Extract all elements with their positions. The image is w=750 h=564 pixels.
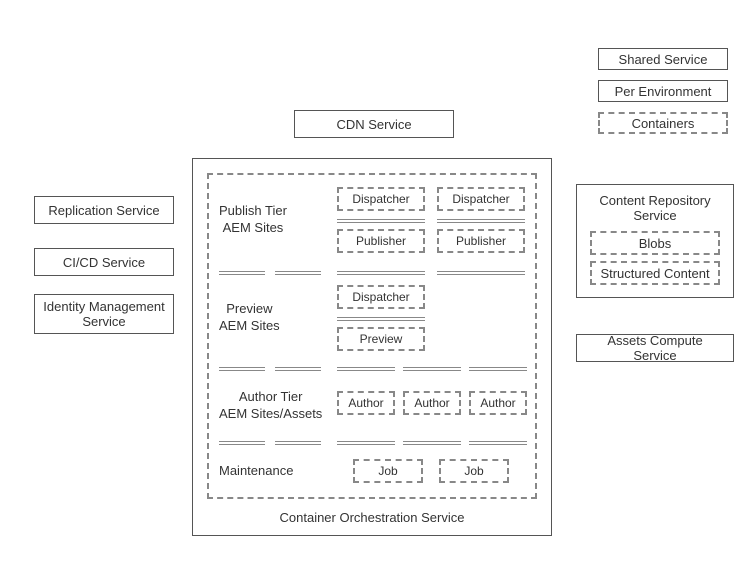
- legend-shared-service: Shared Service: [598, 48, 728, 70]
- orchestration-dashed-region: Publish Tier AEM Sites Dispatcher Dispat…: [207, 173, 537, 499]
- content-repository-title: Content Repository Service: [583, 193, 727, 223]
- cdn-service-box: CDN Service: [294, 110, 454, 138]
- dbl-line: [437, 271, 525, 275]
- dbl-line: [437, 219, 525, 223]
- dbl-line: [219, 441, 265, 445]
- publish-tier-line2: AEM Sites: [223, 220, 284, 235]
- structured-content-box: Structured Content: [590, 261, 720, 285]
- assets-compute-box: Assets Compute Service: [576, 334, 734, 362]
- dbl-line: [337, 271, 425, 275]
- blobs-box: Blobs: [590, 231, 720, 255]
- preview-tier-label: Preview AEM Sites: [219, 301, 280, 335]
- publish-tier-line1: Publish Tier: [219, 203, 287, 218]
- identity-management-box: Identity Management Service: [34, 294, 174, 334]
- orchestration-title: Container Orchestration Service: [193, 510, 551, 525]
- preview-dispatcher-box: Dispatcher: [337, 285, 425, 309]
- dbl-line: [337, 219, 425, 223]
- author-tier-section: Author Tier AEM Sites/Assets Author Auth…: [209, 375, 535, 437]
- preview-tier-line1: Preview: [226, 301, 272, 316]
- dbl-line: [403, 367, 461, 371]
- legend-containers: Containers: [598, 112, 728, 134]
- job-box-2: Job: [439, 459, 509, 483]
- preview-tier-section: Preview AEM Sites Dispatcher Preview: [209, 277, 535, 359]
- content-repository-service-box: Content Repository Service Blobs Structu…: [576, 184, 734, 298]
- author-tier-line1: Author Tier: [239, 389, 303, 404]
- replication-service-box: Replication Service: [34, 196, 174, 224]
- dbl-line: [469, 441, 527, 445]
- dispatcher-box-2: Dispatcher: [437, 187, 525, 211]
- dbl-line: [275, 367, 321, 371]
- publish-tier-label: Publish Tier AEM Sites: [219, 203, 287, 237]
- author-tier-label: Author Tier AEM Sites/Assets: [219, 389, 322, 423]
- publisher-box-1: Publisher: [337, 229, 425, 253]
- dbl-line: [275, 441, 321, 445]
- dbl-line: [219, 367, 265, 371]
- dispatcher-box-1: Dispatcher: [337, 187, 425, 211]
- dbl-line: [337, 441, 395, 445]
- maintenance-label: Maintenance: [219, 463, 293, 480]
- preview-box: Preview: [337, 327, 425, 351]
- container-orchestration-box: Publish Tier AEM Sites Dispatcher Dispat…: [192, 158, 552, 536]
- dbl-line: [337, 317, 425, 321]
- dbl-line: [337, 367, 395, 371]
- author-box-3: Author: [469, 391, 527, 415]
- dbl-line: [219, 271, 265, 275]
- maintenance-tier-section: Maintenance Job Job: [209, 447, 535, 499]
- author-box-1: Author: [337, 391, 395, 415]
- dbl-line: [403, 441, 461, 445]
- dbl-line: [275, 271, 321, 275]
- preview-tier-line2: AEM Sites: [219, 318, 280, 333]
- publisher-box-2: Publisher: [437, 229, 525, 253]
- publish-tier-section: Publish Tier AEM Sites Dispatcher Dispat…: [209, 175, 535, 265]
- job-box-1: Job: [353, 459, 423, 483]
- legend-per-environment: Per Environment: [598, 80, 728, 102]
- cicd-service-box: CI/CD Service: [34, 248, 174, 276]
- author-box-2: Author: [403, 391, 461, 415]
- dbl-line: [469, 367, 527, 371]
- author-tier-line2: AEM Sites/Assets: [219, 406, 322, 421]
